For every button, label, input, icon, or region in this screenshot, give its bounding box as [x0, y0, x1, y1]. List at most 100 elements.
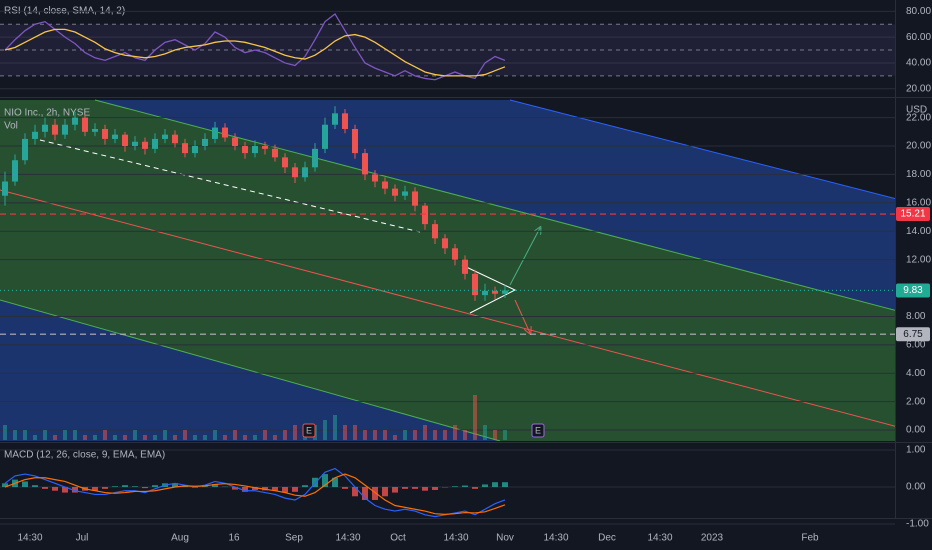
y-tick-label: 8.00: [906, 311, 926, 322]
macd-histogram-bar: [102, 487, 108, 489]
candle-body: [122, 134, 128, 147]
volume-bar: [73, 430, 77, 440]
x-tick-label: Aug: [171, 533, 189, 544]
volume-bar: [123, 435, 127, 440]
volume-bar: [163, 430, 167, 440]
volume-bar: [153, 435, 157, 440]
x-tick-label: 14:30: [647, 533, 672, 544]
volume-bar: [143, 435, 147, 440]
volume-bar: [173, 435, 177, 440]
volume-bar: [103, 430, 107, 440]
candle-body: [472, 273, 478, 296]
candle-body: [502, 290, 508, 294]
candle-body: [272, 148, 278, 158]
macd-histogram-bar: [412, 487, 418, 489]
volume-bar: [293, 425, 297, 440]
candle-body: [212, 127, 218, 139]
volume-bar: [13, 430, 17, 440]
price-level-badge: [896, 327, 930, 342]
macd-histogram-bar: [402, 487, 408, 489]
volume-bar: [63, 430, 67, 440]
volume-label: Vol: [4, 121, 18, 132]
volume-bar: [243, 435, 247, 440]
candle-body: [252, 146, 258, 154]
triangle: [461, 264, 517, 314]
candle-body: [372, 174, 378, 182]
volume-bar: [403, 430, 407, 440]
y-tick-label: 80.00: [906, 6, 931, 17]
candle-body: [322, 124, 328, 149]
x-tick-label: 14:30: [335, 533, 360, 544]
volume-bar: [53, 435, 57, 440]
y-tick-label: -1.00: [906, 519, 929, 530]
candle-body: [162, 134, 168, 139]
candle-body: [412, 191, 418, 206]
candle-body: [402, 191, 408, 196]
candle-body: [132, 141, 138, 147]
candle-body: [392, 188, 398, 196]
macd-histogram-bar: [502, 482, 508, 488]
macd-histogram-bar: [142, 487, 148, 489]
volume-bar: [133, 430, 137, 440]
macd-histogram-bar: [332, 477, 338, 488]
candle-body: [492, 290, 498, 294]
macd-histogram-bar: [392, 487, 398, 493]
y-tick-label: 40.00: [906, 58, 931, 69]
volume-bar: [33, 435, 37, 440]
macd-histogram-bar: [182, 486, 188, 488]
macd-histogram-bar: [302, 485, 308, 488]
macd-histogram-bar: [382, 487, 388, 497]
channel-line: [0, 299, 501, 441]
macd-histogram-bar: [462, 485, 468, 488]
volume-bar: [443, 430, 447, 440]
candle-body: [452, 248, 458, 260]
candle-body: [222, 127, 228, 138]
volume-bar: [393, 435, 397, 440]
x-tick-label: 16: [228, 533, 240, 544]
symbol-title: NIO Inc., 2h, NYSE: [4, 108, 90, 119]
volume-bar: [83, 435, 87, 440]
macd-histogram-bar: [72, 487, 78, 493]
volume-bar: [3, 425, 7, 440]
y-tick-label: 14.00: [906, 226, 931, 237]
y-tick-label: 16.00: [906, 197, 931, 208]
macd-histogram-bar: [432, 487, 438, 490]
macd-histogram-bar: [22, 481, 28, 488]
candle-body: [312, 148, 318, 168]
volume-bar: [253, 435, 257, 440]
candle-body: [382, 181, 388, 189]
candle-body: [422, 205, 428, 225]
volume-bar: [283, 430, 287, 440]
event-label: E: [535, 425, 541, 435]
x-tick-label: Oct: [390, 533, 406, 544]
x-tick-label: Sep: [285, 533, 303, 544]
price-level-badge: [896, 207, 930, 222]
x-tick-label: 2023: [701, 533, 724, 544]
y-tick-label: 0.00: [906, 425, 926, 436]
x-tick-label: Dec: [598, 533, 616, 544]
candle-body: [302, 167, 308, 178]
candle-body: [292, 167, 298, 178]
macd-histogram-bar: [452, 486, 458, 488]
y-tick-label: 1.00: [906, 445, 926, 456]
price-level-label: 6.75: [903, 329, 923, 340]
macd-histogram-bar: [312, 477, 318, 488]
candle-body: [42, 124, 48, 132]
candle-body: [332, 113, 338, 125]
macd-histogram-bar: [172, 483, 178, 488]
drawing-tools: [0, 99, 895, 441]
macd-histogram-bar: [202, 486, 208, 488]
macd-histogram-bar: [352, 487, 358, 497]
currency: USD: [906, 105, 927, 116]
volume-bar: [223, 435, 227, 440]
macd-title: MACD (12, 26, close, 9, EMA, EMA): [4, 450, 165, 461]
rsi-line: [4, 28, 506, 77]
y-tick-label: 4.00: [906, 368, 926, 379]
macd-histogram-bar: [212, 484, 218, 488]
macd-histogram-bar: [52, 487, 58, 491]
price-level-label: 15.21: [900, 209, 925, 220]
candle-body: [112, 134, 118, 139]
candle-body: [62, 124, 68, 135]
macd-histogram-bar: [252, 487, 258, 490]
